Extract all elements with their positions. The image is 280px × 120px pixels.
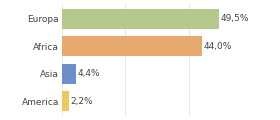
Bar: [62, 64, 76, 84]
Text: 44,0%: 44,0%: [203, 42, 232, 51]
Text: 2,2%: 2,2%: [70, 97, 93, 106]
Text: 49,5%: 49,5%: [221, 14, 249, 23]
Text: 4,4%: 4,4%: [77, 69, 100, 78]
Bar: [62, 36, 202, 56]
Bar: [62, 91, 69, 111]
Bar: [62, 9, 219, 29]
